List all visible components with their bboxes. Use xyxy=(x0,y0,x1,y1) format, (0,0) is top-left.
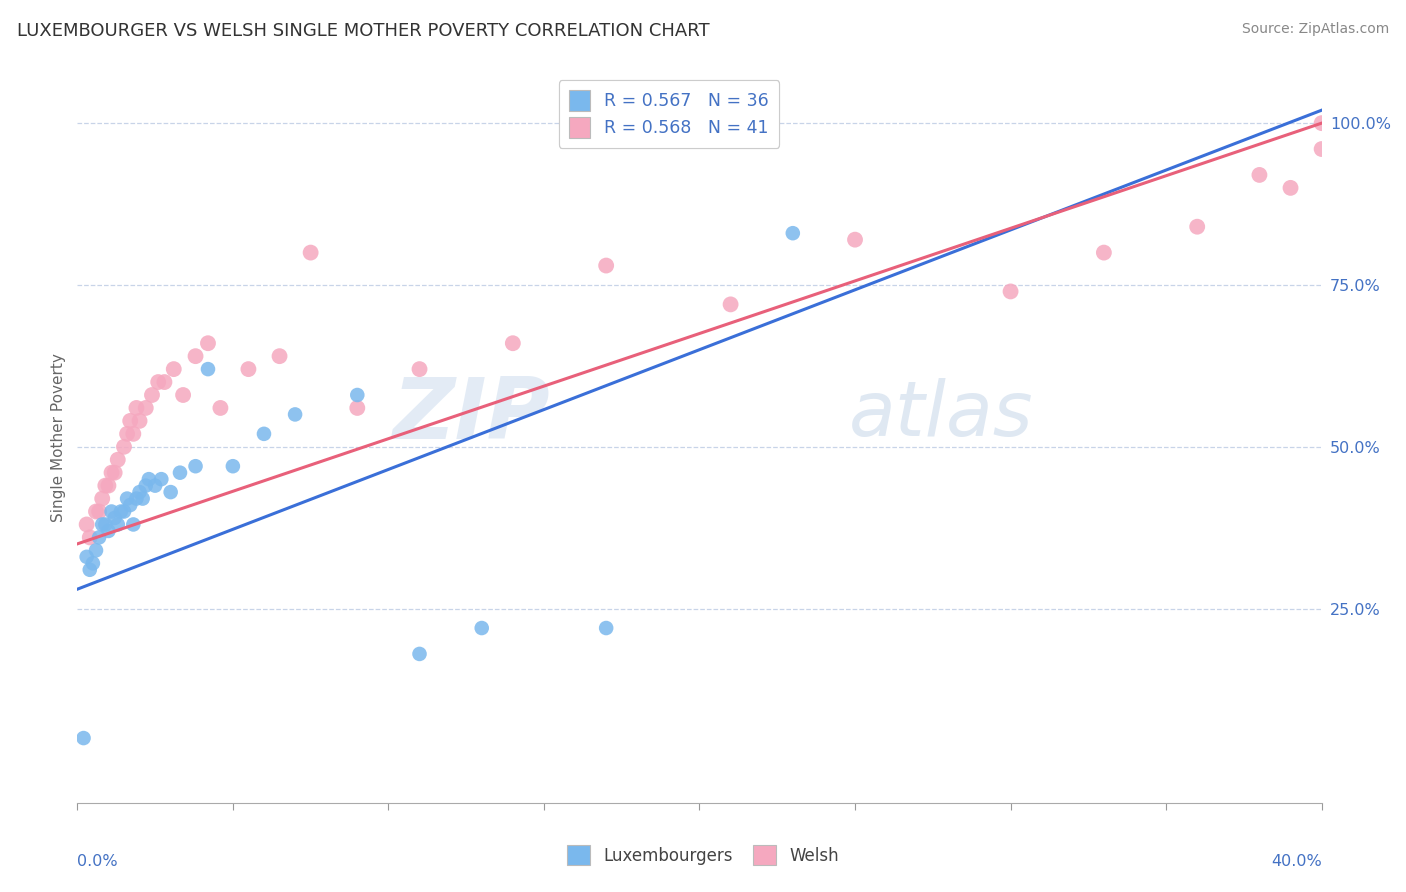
Point xyxy=(112,440,135,454)
Point xyxy=(1249,168,1271,182)
Text: ZIP: ZIP xyxy=(392,374,550,457)
Point xyxy=(184,349,207,363)
Point xyxy=(169,466,191,480)
Point xyxy=(148,375,170,389)
Point xyxy=(104,511,127,525)
Point xyxy=(135,478,157,492)
Text: atlas: atlas xyxy=(849,378,1033,452)
Legend: Luxembourgers, Welsh: Luxembourgers, Welsh xyxy=(557,836,849,875)
Point xyxy=(100,466,122,480)
Point xyxy=(94,517,117,532)
Point xyxy=(150,472,173,486)
Point xyxy=(128,414,150,428)
Point xyxy=(197,336,219,351)
Point xyxy=(107,517,129,532)
Point xyxy=(253,426,276,441)
Point xyxy=(125,491,148,506)
Point xyxy=(128,485,150,500)
Point xyxy=(1310,142,1333,156)
Point xyxy=(91,517,114,532)
Point xyxy=(346,401,368,415)
Point xyxy=(122,517,145,532)
Point xyxy=(115,426,138,441)
Point xyxy=(269,349,291,363)
Point xyxy=(720,297,742,311)
Text: Source: ZipAtlas.com: Source: ZipAtlas.com xyxy=(1241,22,1389,37)
Point xyxy=(115,491,138,506)
Point xyxy=(471,621,494,635)
Point xyxy=(120,498,142,512)
Point xyxy=(104,466,127,480)
Point xyxy=(1279,181,1302,195)
Point xyxy=(1000,285,1022,299)
Point xyxy=(502,336,524,351)
Point xyxy=(94,478,117,492)
Point xyxy=(346,388,368,402)
Point xyxy=(120,414,142,428)
Point xyxy=(76,549,98,564)
Point xyxy=(79,530,101,544)
Point xyxy=(110,504,132,518)
Point xyxy=(125,401,148,415)
Point xyxy=(284,408,307,422)
Point xyxy=(197,362,219,376)
Point xyxy=(1187,219,1209,234)
Point xyxy=(112,504,135,518)
Point xyxy=(172,388,194,402)
Point xyxy=(97,524,120,538)
Point xyxy=(76,517,98,532)
Text: 40.0%: 40.0% xyxy=(1271,854,1322,869)
Point xyxy=(141,388,163,402)
Point xyxy=(299,245,322,260)
Point xyxy=(91,491,114,506)
Point xyxy=(159,485,181,500)
Text: 0.0%: 0.0% xyxy=(77,854,118,869)
Point xyxy=(143,478,166,492)
Point xyxy=(595,621,617,635)
Point xyxy=(79,563,101,577)
Point xyxy=(153,375,176,389)
Point xyxy=(184,459,207,474)
Point xyxy=(84,504,107,518)
Point xyxy=(135,401,157,415)
Point xyxy=(408,362,430,376)
Point xyxy=(72,731,94,745)
Point xyxy=(84,543,107,558)
Point xyxy=(87,504,110,518)
Point xyxy=(97,478,120,492)
Text: LUXEMBOURGER VS WELSH SINGLE MOTHER POVERTY CORRELATION CHART: LUXEMBOURGER VS WELSH SINGLE MOTHER POVE… xyxy=(17,22,710,40)
Point xyxy=(163,362,186,376)
Point xyxy=(138,472,160,486)
Point xyxy=(408,647,430,661)
Point xyxy=(122,426,145,441)
Point xyxy=(131,491,153,506)
Legend: R = 0.567   N = 36, R = 0.568   N = 41: R = 0.567 N = 36, R = 0.568 N = 41 xyxy=(558,80,779,148)
Point xyxy=(1092,245,1115,260)
Y-axis label: Single Mother Poverty: Single Mother Poverty xyxy=(51,352,66,522)
Point xyxy=(1310,116,1333,130)
Point xyxy=(222,459,245,474)
Point xyxy=(844,233,866,247)
Point xyxy=(238,362,260,376)
Point xyxy=(595,259,617,273)
Point xyxy=(100,504,122,518)
Point xyxy=(87,530,110,544)
Point xyxy=(782,226,804,240)
Point xyxy=(209,401,232,415)
Point xyxy=(82,557,104,571)
Point xyxy=(107,452,129,467)
